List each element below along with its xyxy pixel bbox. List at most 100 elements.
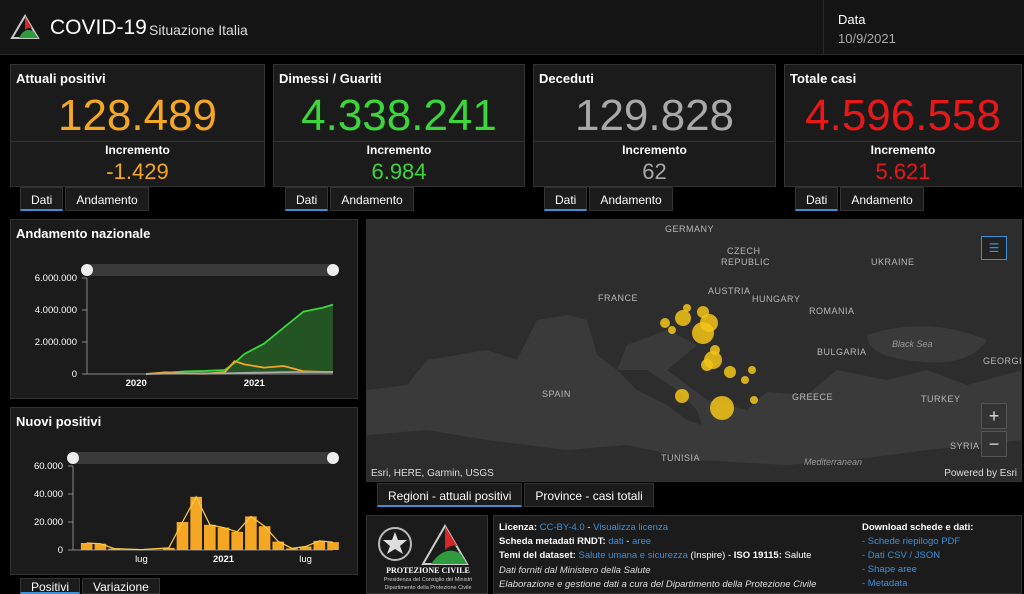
divider xyxy=(11,141,264,142)
footer-logo-panel: PROTEZIONE CIVILE Presidenza del Consigl… xyxy=(366,515,488,594)
bar xyxy=(217,527,230,550)
nuovi-positivi-tabs: Positivi Variazione xyxy=(20,578,162,594)
legend-list-icon[interactable]: ☰ xyxy=(981,236,1007,260)
map-label-bulgaria: BULGARIA xyxy=(817,347,867,357)
map-label-romania: ROMANIA xyxy=(809,306,855,316)
bar xyxy=(299,546,312,550)
range-slider-track xyxy=(87,264,333,276)
zoom-out-button[interactable]: − xyxy=(981,431,1007,457)
footer-logo-line1: PROTEZIONE CIVILE xyxy=(386,566,470,575)
map-label-germany: GERMANY xyxy=(665,224,715,234)
app-subtitle: Situazione Italia xyxy=(149,22,248,38)
kpi-increment-value: 5.621 xyxy=(875,159,931,184)
temi-link[interactable]: Salute umana e sicurezza xyxy=(578,550,688,561)
map-view[interactable]: GERMANY CZECH REPUBLIC UKRAINE FRANCE AU… xyxy=(366,219,1022,482)
nuovi-positivi-panel: Nuovi positivi 60.000 40.000 20.000 0 lug 202… xyxy=(10,407,358,575)
download-metadata-link[interactable]: - Metadata xyxy=(862,578,908,589)
scheda-label: Scheda metadati RNDT: xyxy=(499,536,606,547)
tab-andamento[interactable]: Andamento xyxy=(65,187,149,211)
tab-dati[interactable]: Dati xyxy=(795,187,839,211)
date-box: Data 10/9/2021 xyxy=(823,0,1024,55)
map-label-ukraine: UKRAINE xyxy=(871,257,915,267)
map-label-france: FRANCE xyxy=(598,293,639,303)
x-tick-label: 2021 xyxy=(213,554,235,565)
andamento-chart[interactable]: 6.000.000 4.000.000 2.000.000 0 2020 2021 xyxy=(11,220,359,400)
series-line xyxy=(145,303,334,375)
chart-title: Nuovi positivi xyxy=(16,414,102,429)
header-bar: COVID-19 Situazione Italia Data 10/9/202… xyxy=(0,0,1024,55)
map-label-czech: CZECH xyxy=(727,246,761,256)
map-label-hungary: HUNGARY xyxy=(752,294,801,304)
bar xyxy=(162,547,175,550)
divider xyxy=(274,141,524,142)
series-line xyxy=(146,371,334,375)
temi-label: Temi del dataset: xyxy=(499,550,576,561)
iso-rest: Salute xyxy=(781,550,812,561)
kpi-increment-value: 6.984 xyxy=(371,159,427,184)
tab-regioni[interactable]: Regioni - attuali positivi xyxy=(377,483,523,507)
bar xyxy=(190,496,202,550)
scheda-dati-link[interactable]: dati xyxy=(608,536,624,547)
y-tick-label: 20.000 xyxy=(34,517,63,528)
tab-positivi[interactable]: Positivi xyxy=(20,578,81,594)
range-slider-track xyxy=(73,452,333,464)
powered-by-esri[interactable]: Powered by Esri xyxy=(944,468,1017,479)
tab-variazione[interactable]: Variazione xyxy=(82,578,160,594)
range-slider-handle-left xyxy=(81,264,93,276)
iso-label: ISO 19115: xyxy=(733,550,782,561)
scheda-aree-link[interactable]: aree xyxy=(632,536,652,547)
download-title: Download schede e dati: xyxy=(862,522,974,533)
kpi-tabs-guariti: Dati Andamento xyxy=(285,187,416,211)
bar xyxy=(94,543,107,550)
x-tick-label: 2020 xyxy=(126,378,147,389)
x-tick-label: lug xyxy=(135,554,148,565)
kpi-value: 4.596.558 xyxy=(805,91,1001,140)
map-attribution: Esri, HERE, Garmin, USGS xyxy=(371,468,494,479)
footer-emblem-icon xyxy=(378,524,469,565)
map-label-mediterranean: Mediterranean xyxy=(804,457,863,467)
y-tick-label: 0 xyxy=(72,369,77,380)
bar xyxy=(231,531,244,550)
map-land xyxy=(367,220,1021,481)
tab-andamento[interactable]: Andamento xyxy=(330,187,414,211)
y-tick-label: 0 xyxy=(58,545,63,556)
tab-andamento[interactable]: Andamento xyxy=(589,187,673,211)
range-slider-handle-left xyxy=(67,452,79,464)
kpi-label: Totale casi xyxy=(790,71,857,86)
kpi-dimessi-guariti: Dimessi / Guariti 4.338.241 Incremento 6… xyxy=(273,64,525,187)
kpi-tabs-attuali: Dati Andamento xyxy=(20,187,151,211)
series-line xyxy=(86,495,334,551)
andamento-nazionale-panel: Andamento nazionale 6.000.000 4.000.000 2.… xyxy=(10,219,358,399)
bar xyxy=(313,540,326,550)
protezione-civile-logo xyxy=(10,14,40,39)
download-csv-json-link[interactable]: - Dati CSV / JSON xyxy=(862,550,941,561)
nuovi-positivi-chart[interactable]: 60.000 40.000 20.000 0 lug 2021 lug xyxy=(11,408,359,576)
app-title: COVID-19 xyxy=(50,16,147,39)
kpi-totale-casi: Totale casi 4.596.558 Incremento 5.621 xyxy=(784,64,1022,187)
download-shape-link[interactable]: - Shape aree xyxy=(862,564,917,575)
map-label-greece: GREECE xyxy=(792,392,834,402)
bar xyxy=(272,541,285,550)
tab-dati[interactable]: Dati xyxy=(20,187,64,211)
kpi-increment-label: Incremento xyxy=(870,143,936,157)
tab-province[interactable]: Province - casi totali xyxy=(524,483,654,507)
range-slider-handle-right xyxy=(327,264,339,276)
visualizza-licenza-link[interactable]: Visualizza licenza xyxy=(593,522,668,533)
bar xyxy=(258,526,271,550)
temi-rest: (Inspire) - xyxy=(687,550,734,561)
range-slider-handle-right xyxy=(327,452,339,464)
tab-dati[interactable]: Dati xyxy=(544,187,588,211)
bar xyxy=(108,548,120,550)
kpi-increment-value: -1.429 xyxy=(106,159,169,184)
y-tick-label: 6.000.000 xyxy=(35,273,77,284)
kpi-increment-label: Incremento xyxy=(366,143,432,157)
licenza-link[interactable]: CC-BY-4.0 xyxy=(539,522,585,533)
tab-andamento[interactable]: Andamento xyxy=(840,187,924,211)
download-pdf-link[interactable]: - Schede riepilogo PDF xyxy=(862,536,961,547)
kpi-value: 4.338.241 xyxy=(301,91,497,140)
zoom-in-button[interactable]: + xyxy=(981,403,1007,429)
date-value: 10/9/2021 xyxy=(838,31,896,46)
map-tabs: Regioni - attuali positivi Province - ca… xyxy=(377,483,656,507)
tab-dati[interactable]: Dati xyxy=(285,187,329,211)
x-tick-label: lug xyxy=(299,554,312,565)
